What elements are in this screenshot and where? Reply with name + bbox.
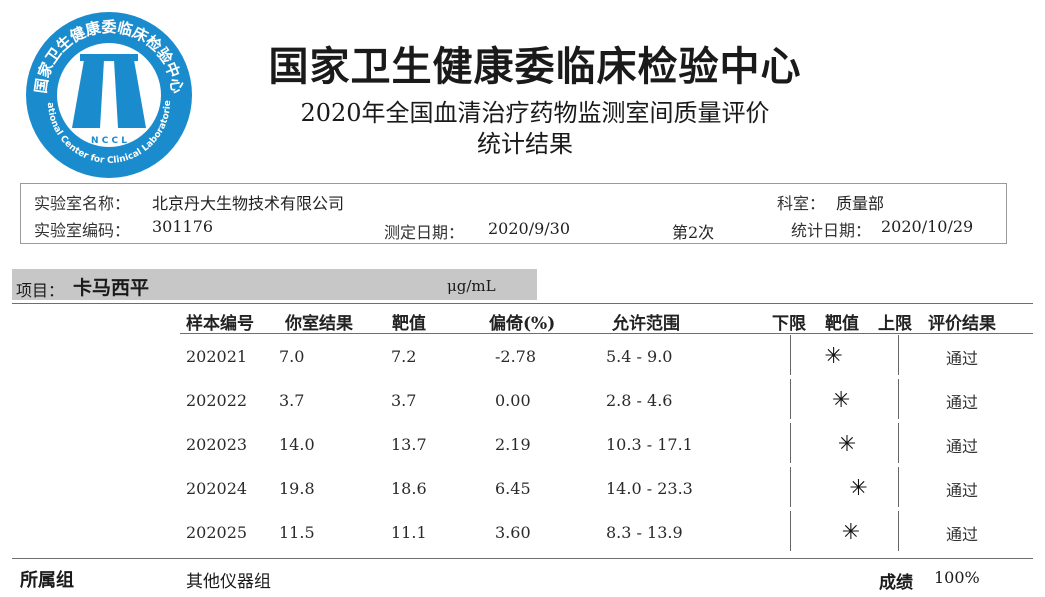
row-2-allowed-range: 2.8 - 4.6 <box>606 391 673 410</box>
org-title: 国家卫生健康委临床检验中心 <box>268 43 802 90</box>
row-4-bias-marker: ✳ <box>849 476 868 501</box>
row-4-sample-id: 202024 <box>186 479 248 498</box>
col-sample-id: 样本编号 <box>186 314 254 334</box>
row-5-your-result: 11.5 <box>279 523 315 542</box>
row-2-evaluation: 通过 <box>946 393 979 412</box>
row-3-upper-limit-line <box>898 423 899 463</box>
stat-date-label: 统计日期： <box>791 221 872 240</box>
row-5-upper-limit-line <box>898 511 899 551</box>
row-3-evaluation: 通过 <box>946 437 979 456</box>
row-3-bias-percent: 2.19 <box>495 435 531 454</box>
round-number: 第2次 <box>672 223 715 242</box>
row-5-allowed-range: 8.3 - 13.9 <box>606 523 683 542</box>
col-upper-limit: 上限 <box>878 314 912 334</box>
row-4-upper-limit-line <box>898 467 899 507</box>
row-2-sample-id: 202022 <box>186 391 248 410</box>
lab-code: 301176 <box>152 217 214 236</box>
lab-info-box <box>20 183 1007 244</box>
row-5-sample-id: 202025 <box>186 523 248 542</box>
row-4-bias-percent: 6.45 <box>495 479 531 498</box>
row-1-bias-marker: ✳ <box>824 344 843 369</box>
bottom-rule <box>12 558 1033 559</box>
row-5-target-value: 11.1 <box>391 523 427 542</box>
row-1-sample-id: 202021 <box>186 347 248 366</box>
row-3-lower-limit-line <box>790 423 791 463</box>
col-range: 允许范围 <box>612 314 680 334</box>
item-name: 卡马西平 <box>73 277 150 299</box>
dept-value: 质量部 <box>836 194 885 213</box>
header-rule <box>180 333 1033 334</box>
col-bias: 偏倚(%) <box>489 314 556 334</box>
stat-date: 2020/10/29 <box>881 217 974 236</box>
row-5-bias-marker: ✳ <box>841 520 861 545</box>
row-4-lower-limit-line <box>790 467 791 507</box>
row-1-upper-limit-line <box>898 335 899 375</box>
row-5-lower-limit-line <box>790 511 791 551</box>
row-4-target-value: 18.6 <box>391 479 427 498</box>
row-2-bias-percent: 0.00 <box>495 391 531 410</box>
row-2-target-value: 3.7 <box>391 391 417 410</box>
row-4-your-result: 19.8 <box>279 479 315 498</box>
row-1-evaluation: 通过 <box>946 349 979 368</box>
item-label: 项目： <box>16 281 65 300</box>
row-1-allowed-range: 5.4 - 9.0 <box>606 347 673 366</box>
row-2-lower-limit-line <box>790 379 791 419</box>
row-2-upper-limit-line <box>898 379 899 419</box>
group-label: 所属组 <box>20 570 74 591</box>
row-1-bias-percent: -2.78 <box>495 347 537 366</box>
row-3-sample-id: 202023 <box>186 435 248 454</box>
logo-initials: N C C L <box>91 136 127 146</box>
col-your-result: 你室结果 <box>285 314 353 334</box>
nccl-logo: 国家卫生健康委临床检验中心 National Center for Clinic… <box>24 10 192 178</box>
col-lower-limit: 下限 <box>772 314 806 334</box>
row-4-evaluation: 通过 <box>946 481 979 500</box>
lab-code-label: 实验室编码： <box>34 221 131 240</box>
row-5-bias-percent: 3.60 <box>495 523 531 542</box>
item-bar <box>12 269 537 300</box>
row-3-bias-marker: ✳ <box>837 432 857 457</box>
test-date: 2020/9/30 <box>488 219 571 238</box>
score-label: 成绩 <box>879 573 913 593</box>
row-4-allowed-range: 14.0 - 23.3 <box>606 479 693 498</box>
test-date-label: 测定日期： <box>384 223 465 242</box>
lab-name: 北京丹大生物技术有限公司 <box>152 194 345 213</box>
col-target-mark: 靶值 <box>825 314 859 334</box>
item-unit: μg/mL <box>447 277 496 295</box>
row-1-target-value: 7.2 <box>391 347 417 366</box>
row-3-target-value: 13.7 <box>391 435 427 454</box>
row-2-bias-marker: ✳ <box>832 388 851 413</box>
row-1-lower-limit-line <box>790 335 791 375</box>
group-value: 其他仪器组 <box>186 572 271 592</box>
row-3-allowed-range: 10.3 - 17.1 <box>606 435 693 454</box>
score-value: 100% <box>934 568 980 587</box>
col-target: 靶值 <box>392 314 426 334</box>
row-2-your-result: 3.7 <box>279 391 305 410</box>
col-evaluation: 评价结果 <box>928 314 996 334</box>
report-title: 2020年全国血清治疗药物监测室间质量评价 <box>300 99 770 127</box>
row-3-your-result: 14.0 <box>279 435 315 454</box>
row-5-evaluation: 通过 <box>946 525 979 544</box>
row-1-your-result: 7.0 <box>279 347 305 366</box>
dept-label: 科室： <box>777 194 826 213</box>
top-rule <box>12 303 1033 304</box>
lab-name-label: 实验室名称： <box>34 194 131 213</box>
report-subtitle: 统计结果 <box>477 130 573 158</box>
